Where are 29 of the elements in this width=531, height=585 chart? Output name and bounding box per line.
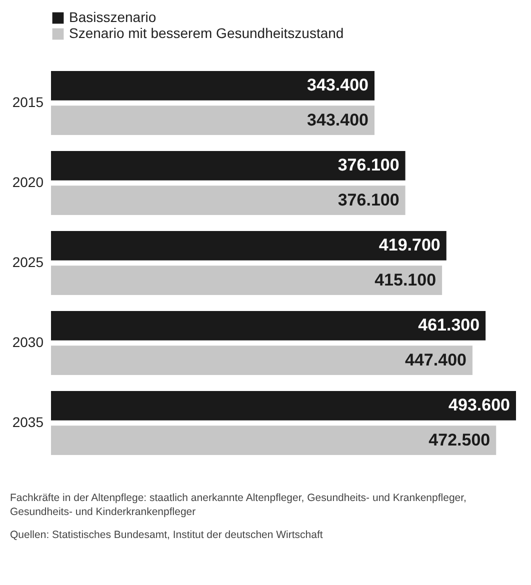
y-tick-label: 2035 (12, 414, 44, 430)
bar (51, 71, 375, 100)
y-tick-label: 2020 (12, 174, 44, 190)
bar (51, 266, 442, 295)
y-tick-label: 2015 (12, 94, 44, 110)
data-label: 461.300 (418, 316, 480, 335)
bar (51, 426, 496, 455)
bar (51, 391, 516, 420)
bar (51, 106, 375, 135)
bar (51, 151, 406, 180)
y-tick-label: 2025 (12, 254, 44, 270)
data-label: 419.700 (378, 236, 440, 255)
legend-label: Basisszenario (69, 9, 156, 25)
data-label: 472.500 (428, 430, 490, 450)
data-label: 415.100 (374, 270, 436, 290)
data-label: 343.400 (307, 76, 369, 95)
data-label: 447.400 (405, 350, 466, 370)
bar (51, 231, 446, 260)
data-label: 493.600 (448, 396, 510, 415)
bar (51, 186, 406, 215)
text: Fachkräfte in der Altenpflege: staatlich anerkannte Altenpfleger, Gesundheits- und Krankenpfleger, Gesundheits- und Kinderkrankenpfleger (10, 492, 468, 520)
bar (51, 311, 486, 340)
data-label: 343.400 (307, 110, 369, 130)
source-note: Quellen: Statistisches Bundesamt, Institut der deutschen Wirtschaft (10, 529, 324, 543)
data-label: 376.100 (338, 156, 400, 175)
y-tick-label: 2030 (12, 334, 44, 350)
data-label: 376.100 (338, 190, 400, 210)
bar (51, 346, 472, 375)
legend-label: Szenario mit besserem Gesundheitszustand (69, 25, 344, 41)
